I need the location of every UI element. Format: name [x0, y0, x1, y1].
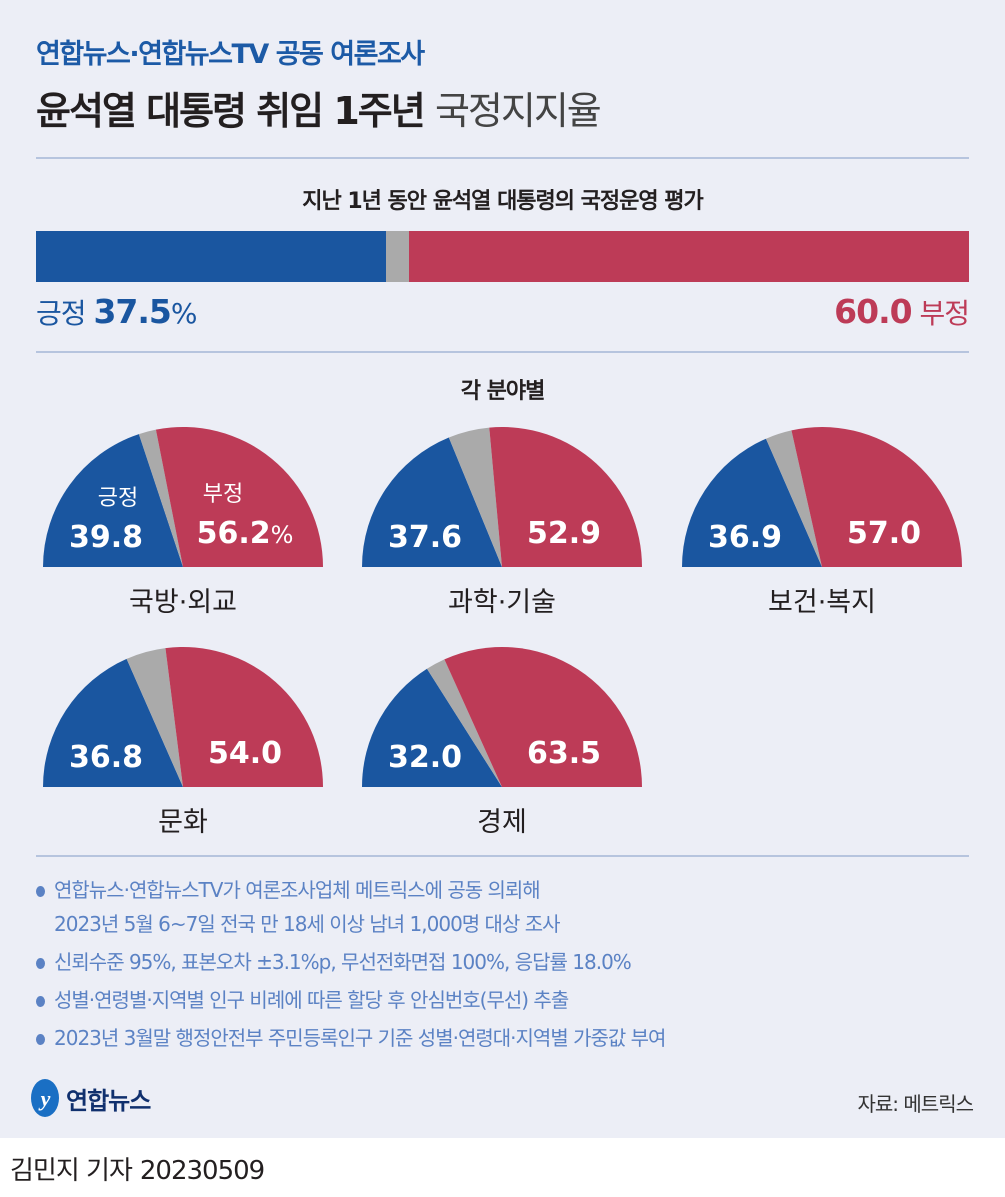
pie-positive-value: 32.0	[388, 740, 462, 775]
pie-other-slice	[126, 648, 183, 787]
pie-negative-slice	[444, 647, 642, 787]
pie-negative-value: 63.5	[527, 736, 601, 771]
note: 신뢰수준 95%, 표본오차 ±3.1%p, 무선전화면접 100%, 응답률 …	[36, 945, 665, 979]
logo-icon: y	[31, 1079, 59, 1117]
pie-negative-slice	[165, 647, 324, 787]
negative-name: 부정	[919, 297, 970, 330]
pie-other-slice	[448, 427, 502, 567]
pies-title: 각 분야별	[460, 379, 546, 404]
pie-negative-value: 56.2%	[197, 516, 294, 551]
pie-other-slice	[426, 659, 502, 787]
positive-label: 긍정 37.5%	[36, 292, 198, 332]
page-title: 윤석열 대통령 취임 1주년 국정지지율	[36, 80, 602, 135]
pie-negative-value: 57.0	[847, 516, 921, 551]
source: 자료: 메트릭스	[857, 1092, 974, 1116]
pie-positive-value: 37.6	[388, 520, 462, 555]
byline: 김민지 기자 20230509	[10, 1150, 265, 1187]
pie-positive-value: 36.8	[69, 740, 143, 775]
pie-category-label: 문화	[158, 807, 208, 838]
title-sub: 국정지지율	[434, 89, 602, 133]
pie-other-slice	[138, 429, 183, 567]
pie-negative-value: 52.9	[527, 516, 601, 551]
logo-text: 연합뉴스	[66, 1086, 151, 1115]
date: 20230509	[139, 1156, 265, 1186]
pie-category-label: 경제	[477, 807, 527, 838]
pie-positive-value: 36.9	[708, 520, 782, 555]
pie-positive-slice	[682, 438, 822, 567]
panel	[0, 0, 1005, 1138]
pie-negative-value: 54.0	[208, 736, 282, 771]
pie-legend-negative: 부정	[203, 482, 243, 507]
bar-other	[385, 231, 410, 282]
pie-positive-value: 39.8	[69, 520, 143, 555]
logo: y 연합뉴스	[28, 1078, 151, 1118]
note: 성별·연령별·지역별 인구 비례에 따른 할당 후 안심번호(무선) 추출	[36, 983, 665, 1017]
divider	[36, 351, 969, 353]
negative-label: 60.0 부정	[834, 292, 970, 332]
pie-negative-slice	[489, 427, 642, 567]
pie-legend-positive: 긍정	[98, 486, 138, 511]
pie-other-slice	[765, 430, 822, 567]
kicker: 연합뉴스·연합뉴스TV 공동 여론조사	[36, 39, 425, 70]
title-main: 윤석열 대통령 취임 1주년	[36, 89, 426, 133]
notes: 연합뉴스·연합뉴스TV가 여론조사업체 메트릭스에 공동 의뢰해 2023년 5…	[36, 873, 666, 1059]
pie-category-label: 보건·복지	[768, 587, 876, 618]
note: 2023년 3월말 행정안전부 주민등록인구 기준 성별·연령대·지역별 가중값…	[36, 1021, 666, 1055]
positive-name: 긍정	[36, 297, 87, 330]
divider	[36, 157, 969, 159]
svg-text:y: y	[38, 1086, 51, 1111]
pie-positive-slice	[43, 658, 183, 787]
bar-title: 지난 1년 동안 윤석열 대통령의 국정운영 평가	[302, 189, 704, 214]
pie-negative-slice	[791, 427, 962, 567]
unit: %	[170, 297, 198, 330]
author: 김민지 기자	[10, 1156, 133, 1186]
stacked-bar	[36, 231, 969, 282]
pie-positive-slice	[43, 434, 183, 567]
note: 연합뉴스·연합뉴스TV가 여론조사업체 메트릭스에 공동 의뢰해 2023년 5…	[36, 873, 665, 941]
positive-value: 37.5	[93, 292, 171, 331]
divider	[36, 855, 969, 857]
bar-negative	[409, 231, 969, 282]
pie-positive-slice	[362, 437, 502, 567]
pie-positive-slice	[362, 668, 502, 787]
negative-value: 60.0	[834, 292, 912, 331]
pie-category-label: 과학·기술	[448, 587, 556, 618]
bar-positive	[36, 231, 386, 282]
pie-negative-slice	[155, 427, 324, 567]
pie-category-label: 국방·외교	[129, 587, 237, 618]
